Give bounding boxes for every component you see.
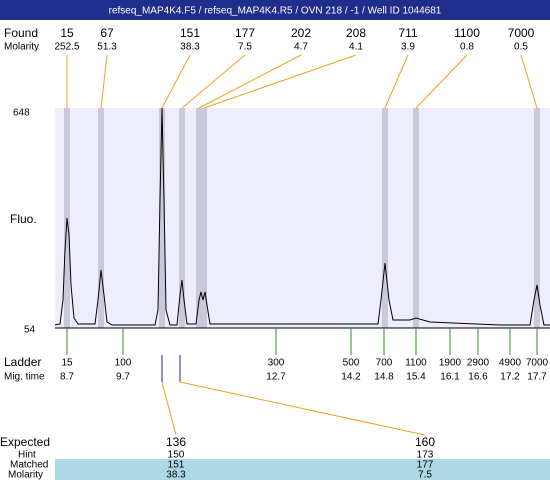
peak-link <box>100 54 108 109</box>
matched-band <box>55 459 550 480</box>
expected-row-label: Matched <box>10 460 48 471</box>
found-label: Found <box>4 26 38 40</box>
peak-link <box>203 54 357 109</box>
found-molarity: 4.7 <box>294 42 308 53</box>
found-molarity: 51.3 <box>97 42 117 53</box>
ladder-time: 16.1 <box>440 372 460 383</box>
y-min: 54 <box>24 325 36 336</box>
found-size: 15 <box>60 26 74 40</box>
plot-area <box>55 108 550 328</box>
ladder-size: 4900 <box>499 358 522 369</box>
found-size: 208 <box>346 26 366 40</box>
expected-matched: 151 <box>168 460 185 471</box>
ladder-time: 17.2 <box>500 372 520 383</box>
y-label: Fluo. <box>10 212 37 226</box>
ladder-time: 16.6 <box>468 372 488 383</box>
ladder-size: 2900 <box>467 358 490 369</box>
expected-molarity: 7.5 <box>418 470 432 480</box>
found-size: 177 <box>235 26 255 40</box>
ladder-time: 8.7 <box>60 372 74 383</box>
expected-link <box>179 381 426 436</box>
found-molarity: 3.9 <box>401 42 415 53</box>
ladder-size: 1900 <box>439 358 462 369</box>
expected-hint: 150 <box>168 450 185 461</box>
expected-matched: 177 <box>417 460 434 471</box>
found-molarity: 0.8 <box>460 42 474 53</box>
found-molarity: 7.5 <box>238 42 252 53</box>
found-molarity: 0.5 <box>514 42 528 53</box>
peak-band <box>179 108 185 328</box>
peak-link <box>384 54 409 109</box>
expected-row-label: Molarity <box>8 470 43 480</box>
found-size: 1100 <box>454 26 480 40</box>
expected-expected: 160 <box>415 435 435 449</box>
peak-link <box>198 54 302 109</box>
found-size: 711 <box>398 26 417 40</box>
ladder-time: 14.2 <box>341 372 361 383</box>
ladder-time: 14.8 <box>374 372 394 383</box>
expected-row-label: Hint <box>18 450 36 461</box>
peak-band <box>159 108 165 328</box>
peak-band <box>413 108 419 328</box>
trace <box>54 107 550 326</box>
peak-link <box>415 54 468 109</box>
ladder-size: 7000 <box>526 358 549 369</box>
ladder-time: 15.4 <box>406 372 426 383</box>
ladder-size: 1100 <box>405 358 427 369</box>
molarity-label: Molarity <box>4 42 39 53</box>
y-max: 648 <box>13 108 30 119</box>
ladder-size: 300 <box>268 358 285 369</box>
ladder-size: 700 <box>376 358 393 369</box>
ladder-size: 15 <box>61 358 73 369</box>
found-molarity: 4.1 <box>349 42 363 53</box>
expected-link <box>161 381 177 436</box>
expected-row-label: Expected <box>0 435 50 449</box>
ladder-time: 12.7 <box>266 372 286 383</box>
mig-time-label: Mig. time <box>4 372 45 383</box>
found-size: 67 <box>100 26 114 40</box>
peak-link <box>520 54 538 109</box>
expected-expected: 136 <box>166 435 186 449</box>
peak-band <box>534 108 540 328</box>
title: refseq_MAP4K4.F5 / refseq_MAP4K4.R5 / OV… <box>109 6 442 17</box>
peak-band <box>382 108 388 328</box>
peak-link <box>181 54 246 109</box>
ladder-size: 100 <box>115 358 132 369</box>
found-size: 7000 <box>508 26 535 40</box>
ladder-label: Ladder <box>4 355 41 369</box>
expected-hint: 173 <box>417 450 434 461</box>
found-molarity: 252.5 <box>54 42 79 53</box>
expected-molarity: 38.3 <box>166 470 186 480</box>
peak-band <box>98 108 104 328</box>
peak-band <box>201 108 207 328</box>
title-bar <box>0 0 550 20</box>
ladder-size: 500 <box>343 358 360 369</box>
found-size: 202 <box>291 26 311 40</box>
found-size: 151 <box>180 26 200 40</box>
peak-band <box>196 108 202 328</box>
peak-link <box>161 54 191 109</box>
ladder-time: 9.7 <box>116 372 130 383</box>
found-molarity: 38.3 <box>180 42 200 53</box>
ladder-time: 17.7 <box>527 372 547 383</box>
